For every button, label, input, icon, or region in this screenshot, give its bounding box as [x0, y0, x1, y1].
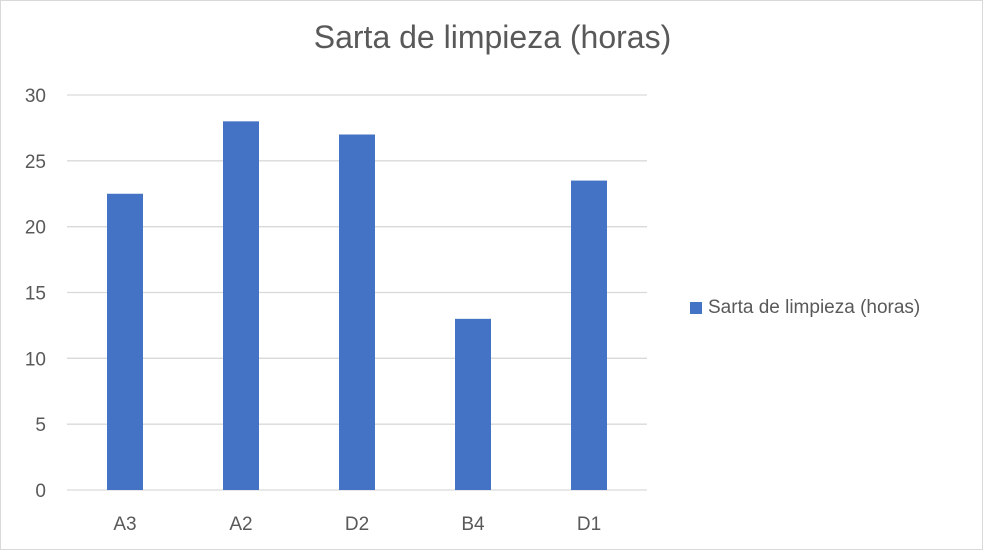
y-tick-label: 30 — [25, 86, 46, 107]
x-axis-ticks: A3 A2 D2 B4 D1 — [113, 514, 601, 535]
x-tick-label: A2 — [229, 514, 252, 535]
y-axis-ticks: 0 5 10 15 20 25 30 — [25, 86, 46, 502]
y-tick-label: 10 — [25, 349, 46, 370]
y-tick-label: 20 — [25, 218, 46, 239]
x-tick-label: D2 — [345, 514, 369, 535]
x-tick-label: B4 — [461, 514, 485, 535]
x-tick-label: A3 — [113, 514, 136, 535]
bars — [107, 121, 607, 491]
bar-b4 — [455, 318, 491, 490]
chart-title: Sarta de limpieza (horas) — [313, 19, 672, 55]
bar-a2 — [223, 121, 259, 490]
y-tick-label: 0 — [35, 481, 46, 502]
bar-a3 — [107, 193, 143, 490]
legend-label: Sarta de limpieza (horas) — [708, 297, 921, 318]
y-tick-label: 5 — [35, 415, 46, 436]
x-tick-label: D1 — [577, 514, 601, 535]
legend-swatch — [690, 302, 702, 314]
bar-d1 — [571, 180, 607, 491]
y-tick-label: 25 — [25, 152, 46, 173]
y-tick-label: 15 — [25, 284, 46, 305]
legend: Sarta de limpieza (horas) — [690, 297, 920, 319]
bar-d2 — [339, 134, 375, 490]
